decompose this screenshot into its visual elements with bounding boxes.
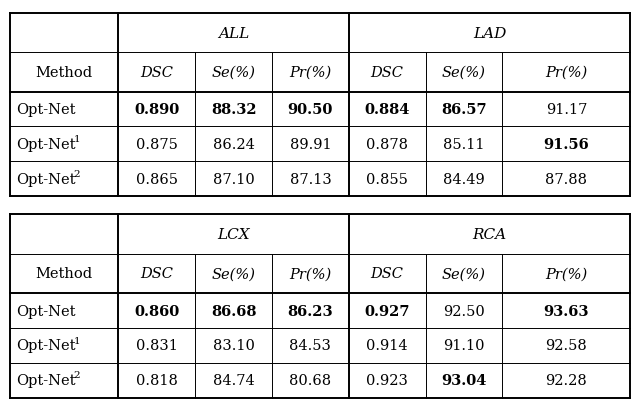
- Text: 0.855: 0.855: [366, 172, 408, 186]
- Text: 2: 2: [74, 371, 80, 379]
- Text: 0.890: 0.890: [134, 103, 179, 117]
- Text: Method: Method: [35, 66, 93, 80]
- Text: Opt-Net: Opt-Net: [16, 373, 76, 387]
- Text: Opt-Net: Opt-Net: [16, 103, 76, 117]
- Text: 2: 2: [74, 169, 80, 178]
- Text: 84.53: 84.53: [289, 339, 332, 352]
- Text: Opt-Net: Opt-Net: [16, 304, 76, 318]
- Text: Se(%): Se(%): [212, 267, 255, 281]
- Text: Pr(%): Pr(%): [545, 267, 588, 281]
- Text: LAD: LAD: [473, 27, 506, 41]
- Text: 0.865: 0.865: [136, 172, 178, 186]
- Text: Opt-Net: Opt-Net: [16, 172, 76, 186]
- Text: 86.24: 86.24: [212, 138, 255, 151]
- Text: 91.10: 91.10: [444, 339, 484, 352]
- Text: 0.927: 0.927: [364, 304, 410, 318]
- Text: 84.49: 84.49: [443, 172, 485, 186]
- Text: 0.878: 0.878: [366, 138, 408, 151]
- Text: 87.13: 87.13: [289, 172, 332, 186]
- Text: 93.04: 93.04: [442, 373, 486, 387]
- Text: 1: 1: [74, 135, 80, 144]
- Text: Opt-Net: Opt-Net: [16, 138, 76, 151]
- Text: 0.923: 0.923: [366, 373, 408, 387]
- Text: Pr(%): Pr(%): [289, 267, 332, 281]
- Text: Pr(%): Pr(%): [289, 66, 332, 80]
- Text: ALL: ALL: [218, 27, 249, 41]
- Text: 91.17: 91.17: [546, 103, 587, 117]
- Text: 90.50: 90.50: [288, 103, 333, 117]
- Text: Opt-Net: Opt-Net: [16, 339, 76, 352]
- Text: DSC: DSC: [140, 267, 173, 281]
- Text: 0.860: 0.860: [134, 304, 179, 318]
- Text: 0.884: 0.884: [365, 103, 410, 117]
- Text: 83.10: 83.10: [212, 339, 255, 352]
- Text: DSC: DSC: [140, 66, 173, 80]
- Text: Se(%): Se(%): [442, 66, 486, 80]
- Text: 92.58: 92.58: [545, 339, 588, 352]
- Text: 0.818: 0.818: [136, 373, 178, 387]
- Text: 0.914: 0.914: [366, 339, 408, 352]
- Text: RCA: RCA: [472, 227, 507, 241]
- Text: 93.63: 93.63: [543, 304, 589, 318]
- Text: 1: 1: [74, 336, 80, 345]
- Text: 87.10: 87.10: [212, 172, 255, 186]
- Text: Se(%): Se(%): [212, 66, 255, 80]
- Text: 80.68: 80.68: [289, 373, 332, 387]
- Text: 86.23: 86.23: [287, 304, 333, 318]
- Text: 85.11: 85.11: [444, 138, 484, 151]
- Text: Method: Method: [35, 267, 93, 281]
- Text: 89.91: 89.91: [289, 138, 332, 151]
- Text: Pr(%): Pr(%): [545, 66, 588, 80]
- Text: 86.57: 86.57: [441, 103, 487, 117]
- Text: 91.56: 91.56: [543, 138, 589, 151]
- Text: 0.875: 0.875: [136, 138, 178, 151]
- Text: 92.50: 92.50: [443, 304, 485, 318]
- Text: DSC: DSC: [371, 66, 404, 80]
- Text: 87.88: 87.88: [545, 172, 588, 186]
- Text: DSC: DSC: [371, 267, 404, 281]
- Text: 86.68: 86.68: [211, 304, 257, 318]
- Text: 84.74: 84.74: [212, 373, 255, 387]
- Text: 92.28: 92.28: [545, 373, 588, 387]
- Text: 88.32: 88.32: [211, 103, 257, 117]
- Text: LCX: LCX: [218, 227, 250, 241]
- Text: 0.831: 0.831: [136, 339, 178, 352]
- Text: Se(%): Se(%): [442, 267, 486, 281]
